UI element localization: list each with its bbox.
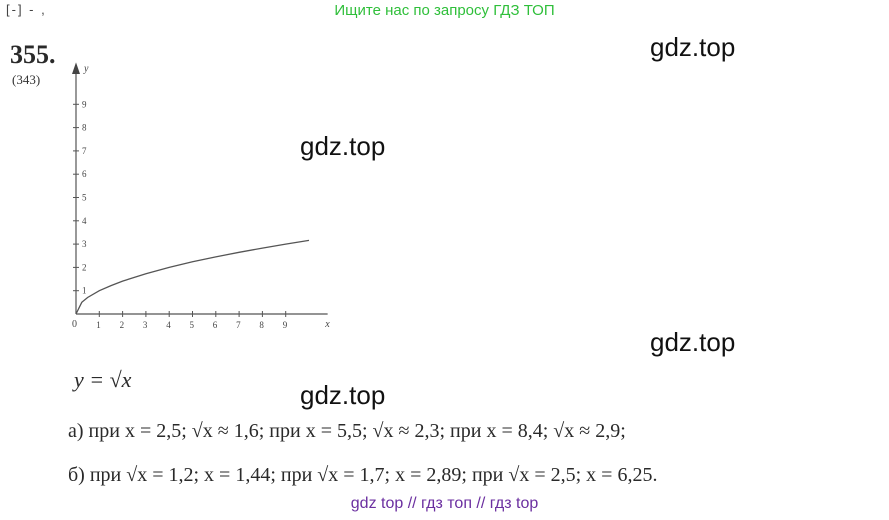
x-tick-label: 5	[190, 320, 195, 330]
watermark-2: gdz.top	[300, 131, 386, 161]
y-tick-label: 8	[82, 123, 87, 133]
x-tick-label: 4	[166, 320, 171, 330]
x-tick-label: 8	[259, 320, 264, 330]
x-tick-label: 3	[143, 320, 148, 330]
x-tick-label: 1	[96, 320, 101, 330]
x-tick-label: 6	[213, 320, 218, 330]
problem-alt-number: (343)	[12, 72, 41, 87]
y-tick-label: 3	[82, 239, 87, 249]
x-tick-label: 7	[236, 320, 241, 330]
y-tick-label: 9	[82, 99, 87, 109]
x-tick-label: 9	[283, 320, 288, 330]
corner-mark: [-] - ,	[6, 2, 47, 17]
formula: y = √x	[74, 367, 132, 392]
origin-label: 0	[72, 319, 77, 330]
problem-number: 355.	[10, 40, 56, 69]
y-axis-label: y	[83, 64, 89, 75]
y-tick-label: 5	[82, 193, 87, 203]
y-axis-arrow	[72, 62, 80, 75]
watermark-3: gdz.top	[650, 327, 736, 357]
answer-a: а) при x = 2,5; √x ≈ 1,6; при x = 5,5; √…	[68, 420, 626, 442]
chart-axes: x y 0	[72, 62, 330, 330]
top-banner[interactable]: Ищите нас по запросу ГДЗ ТОП	[334, 2, 555, 19]
answer-b: б) при √x = 1,2; x = 1,44; при √x = 1,7;…	[68, 464, 658, 486]
footer-links[interactable]: gdz top // гдз топ // гдз top	[350, 495, 539, 512]
sqrt-graph: x y 0 1 2 3 4 5 6 7 8 9 1 2 3 4 5 6 7 8 9	[72, 62, 330, 330]
y-tick-label: 2	[82, 262, 87, 272]
y-tick-label: 1	[82, 286, 87, 296]
series-line	[75, 239, 310, 315]
watermark-4: gdz.top	[300, 380, 386, 410]
x-axis-label: x	[324, 319, 330, 330]
y-tick-label: 4	[82, 216, 87, 226]
y-tick-label: 6	[82, 169, 87, 179]
chart-ticks: 1 2 3 4 5 6 7 8 9 1 2 3 4 5 6 7 8 9	[73, 99, 288, 330]
watermark-1: gdz.top	[650, 32, 736, 62]
y-tick-label: 7	[82, 146, 87, 156]
x-tick-label: 2	[120, 320, 125, 330]
